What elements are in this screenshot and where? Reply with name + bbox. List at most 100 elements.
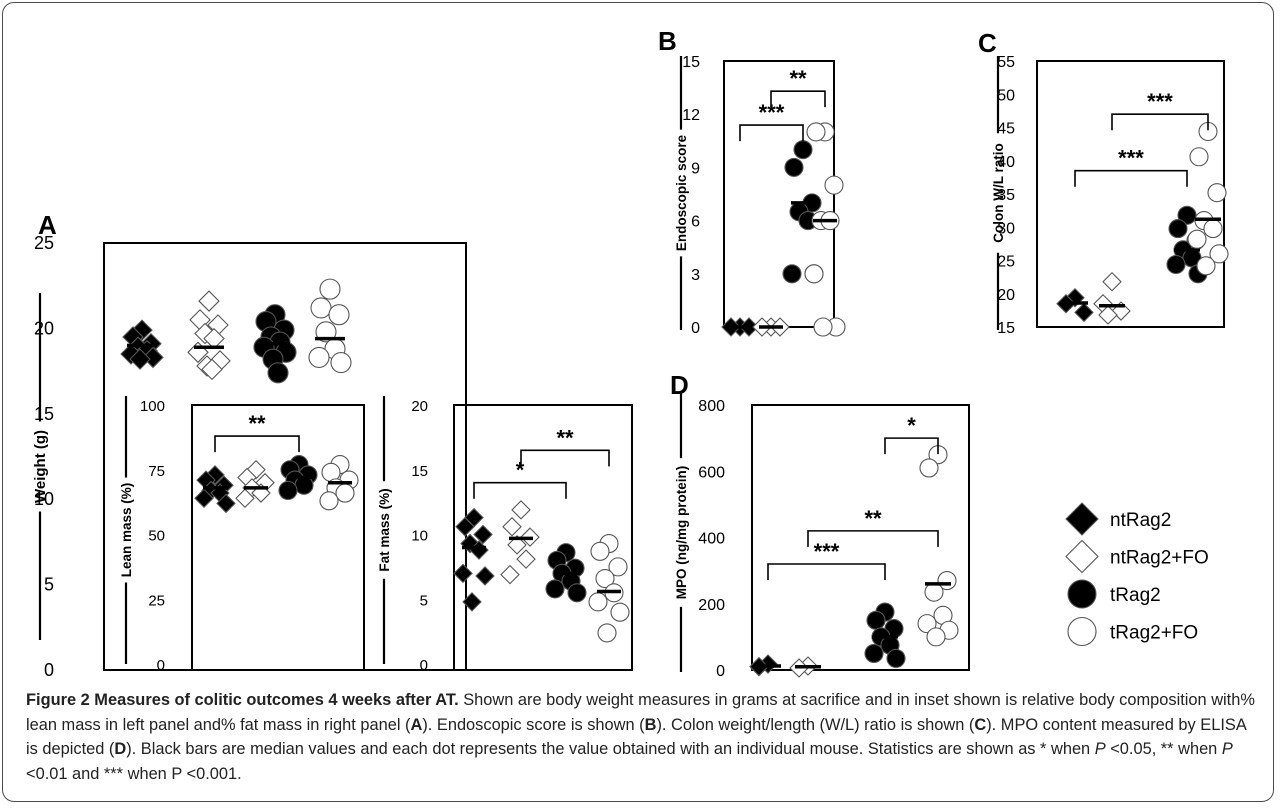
panel-a-ytick: 5 [44,575,54,595]
panel-c-frame [1036,60,1225,328]
panel-c-ytick: 15 [997,320,1015,337]
panel-d-sig-bracket [767,563,886,580]
legend-marker-0 [1065,502,1099,536]
panel-c-ytick: 50 [997,87,1015,104]
caption-text-1: Shown are body weight measures in grams … [26,691,1255,734]
panel-c-point [1177,205,1197,225]
panel-b-point [806,122,826,142]
panel-a-inset-fat-ytick: 0 [420,657,428,674]
panel-a-inset-lean-point [335,483,355,503]
panel-a-point [129,348,151,370]
panel-a-point [267,362,289,384]
panel-a-inset-lean-ytick: 50 [148,528,165,545]
panel-d-point [926,627,946,647]
panel-c-point [1166,254,1186,275]
panel-a-point [142,346,164,369]
panel-a-inset-fat-ylabel: Fat mass (%) [377,488,392,571]
panel-c-ytick: 55 [997,54,1015,71]
panel-b-point [813,317,833,337]
panel-a-inset-lean-point [194,488,214,509]
panel-a-inset-fat-point [502,516,522,537]
panel-d-point [924,582,944,602]
legend-label-3: tRag2+FO [1110,623,1198,644]
panel-c-ytick: 35 [997,187,1015,204]
panel-c-ytick: 40 [997,154,1015,171]
panel-c-point [1098,305,1118,325]
panel-d-point [866,610,886,630]
panel-a-ytick: 15 [34,404,54,424]
panel-a-inset-fat-ytick: 15 [411,463,428,480]
panel-a-inset-lean-ytick: 75 [148,463,165,480]
panel-b-point [784,157,804,177]
panel-c-ytick: 20 [997,287,1015,304]
panel-a-inset-fat-point [590,541,610,561]
panel-a-inset-fat-sig-label: * [516,458,525,483]
panel-d-point [919,458,939,478]
panel-a-inset-fat-point [567,583,587,603]
panel-a-inset-fat-point [597,623,617,643]
panel-d-ylabel: MPO (ng/mg protein) [674,466,689,599]
panel-b-ytick: 12 [682,107,700,124]
panel-b-ytick: 15 [682,54,700,71]
panel-a-inset-fat-point [545,579,565,599]
panel-a-inset-lean-point [319,491,339,511]
panel-a-ytick: 20 [34,318,54,338]
panel-a-ytick: 10 [34,489,54,509]
caption-ref-b: B [644,715,657,734]
panel-a-inset-fat-point [588,592,608,612]
panel-b-ylabel: Endoscopic score [674,134,689,251]
panel-a-inset-fat-sig-label: ** [556,425,574,450]
panel-a-inset-lean-frame [191,404,365,671]
panel-a-inset-fat-point [500,564,520,585]
panel-c-point [1209,244,1229,264]
legend-label-1: ntRag2+FO [1110,548,1209,569]
panel-d-sig-label: * [907,413,916,438]
caption-p-italic-1: P [1094,740,1106,758]
panel-d-point [886,648,906,668]
panel-a-point [328,304,350,326]
panel-a-inset-fat-sig-bracket [473,481,567,499]
panel-a-inset-lean-ytick: 0 [157,657,165,674]
panel-c-ytick: 45 [997,121,1015,138]
panel-a-inset-fat-point [455,516,475,537]
panel-d-ytick: 400 [698,531,725,548]
panel-b-sig-bracket [770,90,826,108]
panel-d-sig-label: *** [814,539,840,564]
panel-b-point [793,140,813,160]
panel-b-point [782,264,802,284]
figure-caption: Figure 2 Measures of colitic outcomes 4 … [26,688,1256,786]
panel-c-point [1168,219,1188,239]
legend-label-2: tRag2 [1110,585,1161,606]
caption-text-2: ). Endoscopic score is shown ( [422,715,645,734]
panel-a-inset-fat-point [462,592,482,612]
caption-text-6: <0.05, ** when [1105,740,1222,758]
panel-c-point [1203,219,1223,239]
panel-b-ytick: 0 [691,320,700,337]
panel-b-ytick: 6 [691,214,700,231]
panel-a-inset-lean-point [216,493,236,514]
panel-d-frame [751,404,970,671]
caption-text-4: ). MPO content measured by ELISA is depi… [26,715,1246,759]
panel-c-point [1187,229,1207,249]
panel-b-point [824,175,844,195]
panel-a-ylabel: Weight (g) [32,430,49,503]
panel-a-inset-fat-point [507,535,527,555]
panel-a-inset-fat-ytick: 10 [411,528,428,545]
panel-c-ytick: 30 [997,220,1015,237]
panel-b-sig-bracket [739,124,804,142]
panel-a-label: A [38,210,57,240]
panel-b-point [804,264,824,284]
panel-a-point [315,321,337,343]
panel-a-inset-fat-point [453,563,473,584]
panel-c-sig-bracket [1111,113,1209,131]
panel-a-inset-fat-point [475,566,495,586]
panel-d-ytick: 0 [716,663,725,680]
panel-c-sig-label: *** [1118,146,1144,171]
panel-a-inset-fat-point [595,568,615,589]
panel-a-inset-fat-point [516,549,536,569]
panel-c-ylabel: Colon W/L ratio [991,143,1006,243]
panel-c-point [1196,256,1216,276]
panel-a-ytick: 0 [44,660,54,680]
